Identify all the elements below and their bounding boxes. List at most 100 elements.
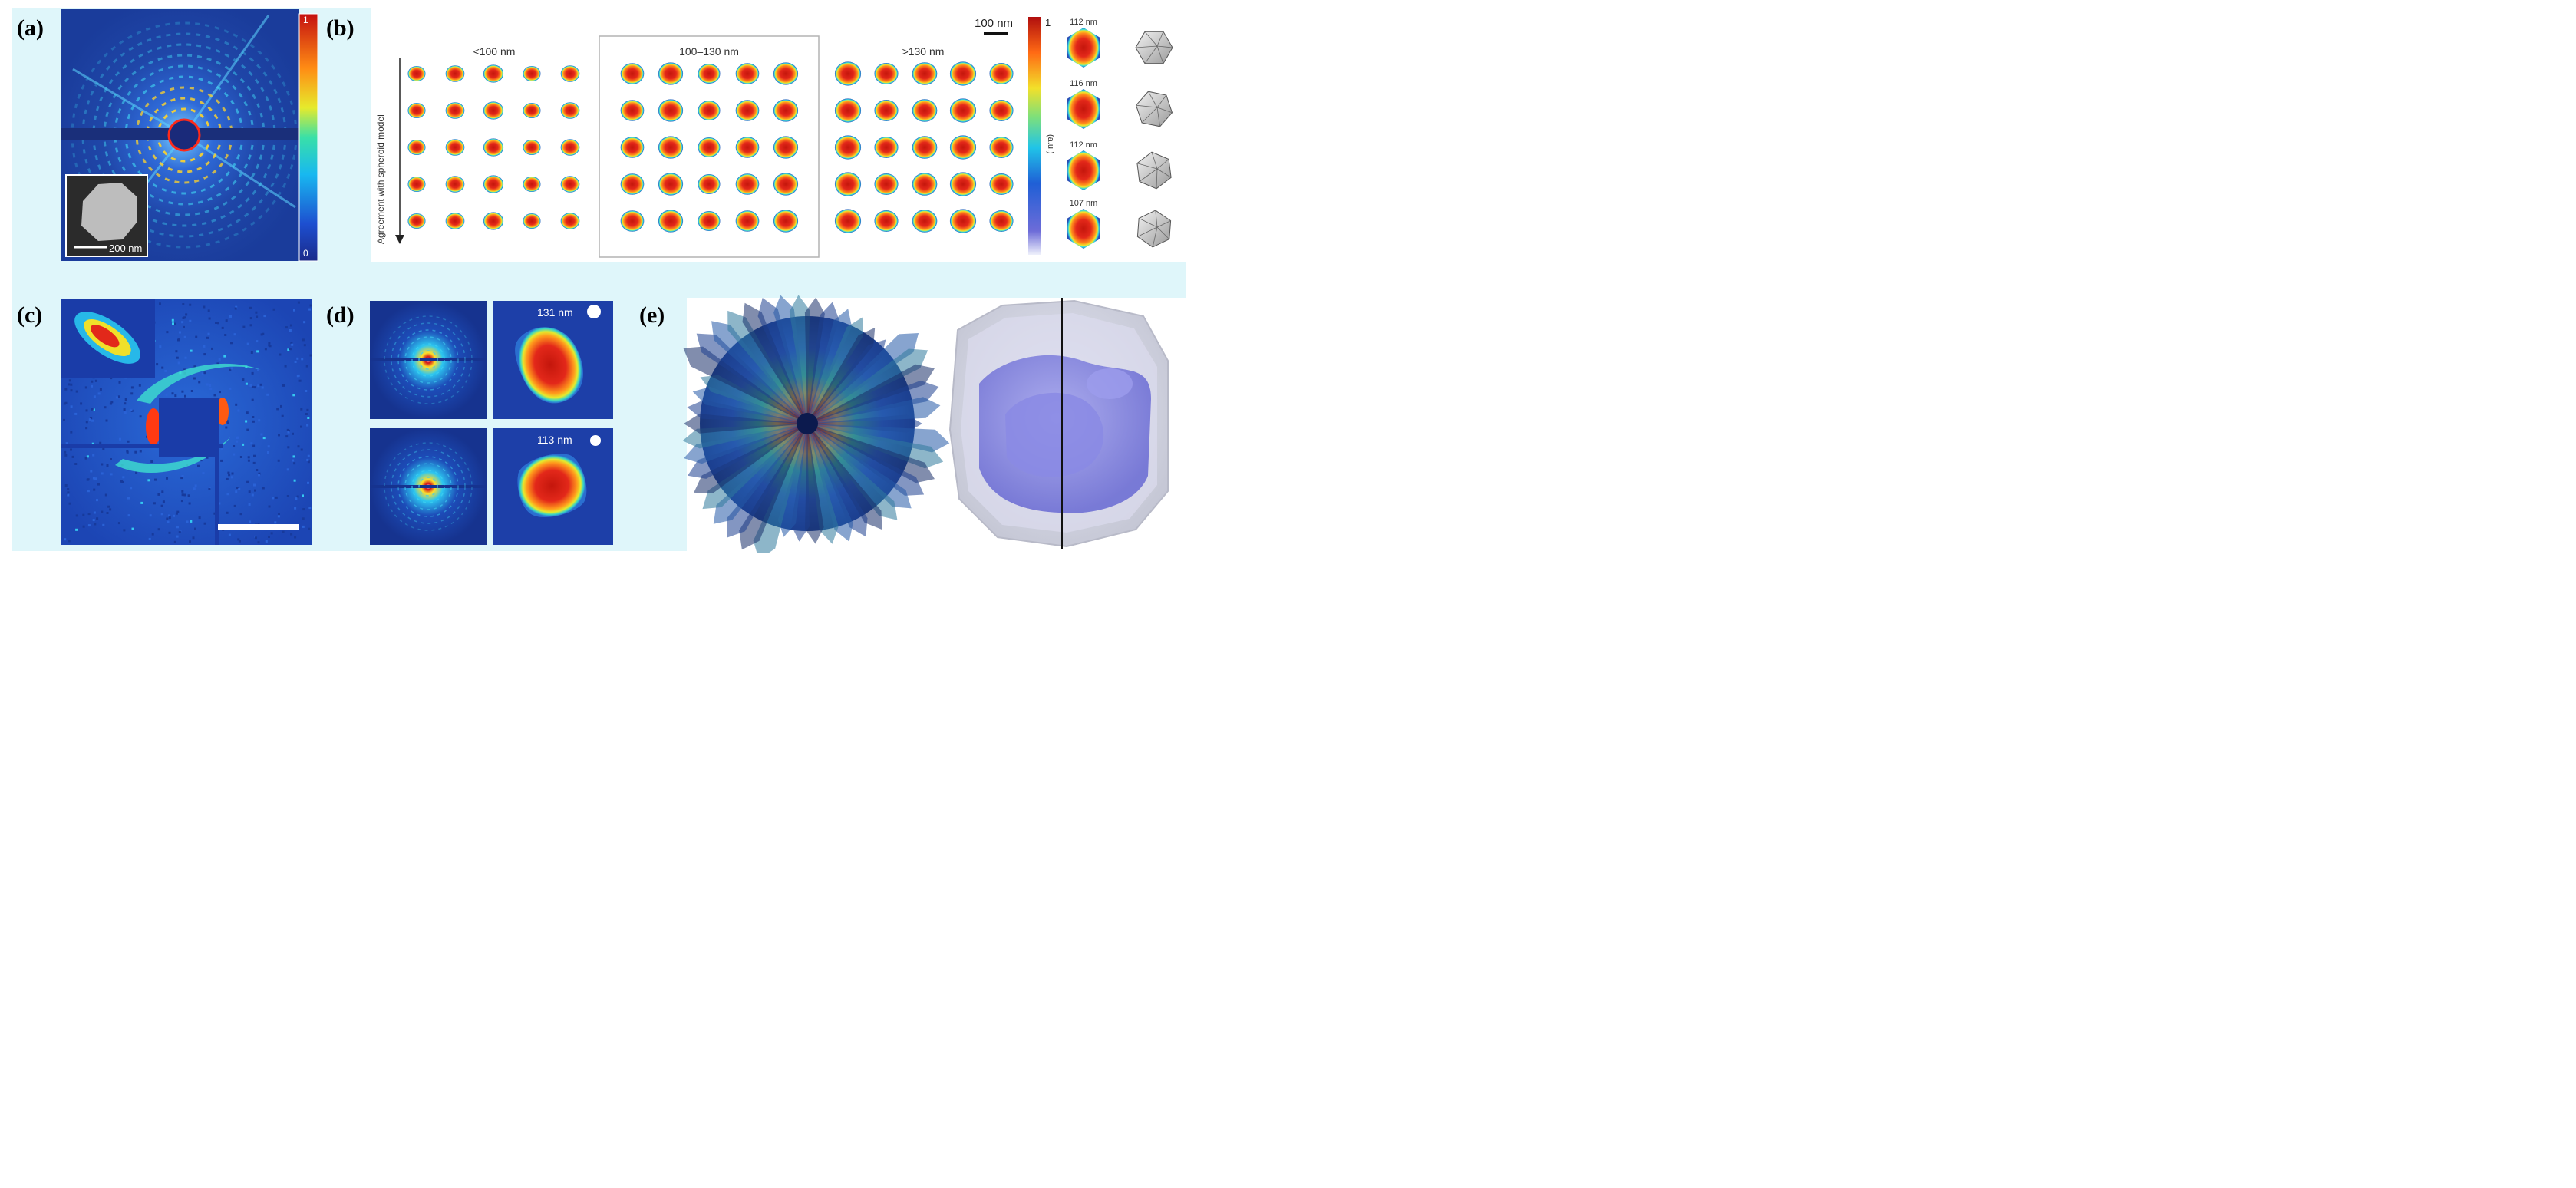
speckle-pixel [97, 483, 100, 486]
icosahedron-icon [1135, 31, 1173, 64]
speckle-pixel [237, 409, 240, 412]
speckle-pixel [246, 411, 249, 414]
speckle-pixel [154, 478, 157, 481]
speckle-pixel [228, 474, 231, 477]
speckle-pixel [167, 520, 170, 523]
speckle-pixel [257, 541, 260, 544]
inset-particle [81, 183, 137, 241]
particle-reconstruction [523, 213, 541, 229]
speckle-pixel [307, 481, 309, 484]
speckle-pixel [75, 390, 78, 393]
speckle-pixel [252, 444, 256, 447]
icosahedron-icon [1136, 151, 1172, 190]
speckle-pixel [85, 421, 88, 424]
particle-reconstruction [445, 65, 465, 82]
particle-reconstruction [560, 65, 580, 82]
speckle-pixel [263, 315, 266, 318]
speckle-pixel [307, 417, 310, 419]
speckle-pixel [220, 447, 223, 450]
fringe-hot-left [146, 408, 161, 445]
particle-reconstruction [874, 100, 899, 121]
group-label-100-130: 100–130 nm [679, 45, 739, 58]
speckle-pixel [203, 305, 206, 309]
particle-reconstruction [773, 210, 799, 233]
speckle-pixel [274, 521, 277, 524]
diffraction-slice [807, 424, 925, 496]
speckle-pixel [228, 533, 231, 536]
speckle-pixel [67, 488, 70, 490]
speckle-pixel [109, 402, 112, 405]
speckle-pixel [245, 420, 248, 423]
speckle-pixel [294, 361, 297, 363]
speckle-pixel [92, 408, 95, 411]
speckle-pixel [293, 462, 296, 465]
speckle-pixel [110, 473, 113, 476]
speckle-pixel [68, 383, 71, 386]
speckle-pixel [252, 461, 256, 464]
speckle-pixel [99, 441, 102, 444]
diffraction-slice [807, 424, 839, 544]
speckle-pixel [308, 527, 311, 530]
speckle-pixel [184, 356, 187, 359]
speckle-pixel [174, 394, 177, 398]
diffraction-slice [807, 317, 864, 424]
speckle-pixel [65, 442, 68, 445]
speckle-pixel [247, 459, 250, 462]
speckle-ring [397, 329, 459, 391]
diffraction-slice [807, 424, 898, 520]
speckle-pixel [202, 472, 205, 475]
speckle-pixel [247, 456, 250, 459]
speckle-pixel [206, 456, 209, 459]
speckle-pixel [264, 348, 267, 351]
diffraction-slice [739, 424, 807, 550]
speckle-pixel [178, 530, 181, 533]
speckle-pixel [190, 390, 193, 392]
speckle-pixel [291, 343, 294, 346]
particle-grid [407, 61, 1014, 233]
speckle-pixel [168, 516, 171, 520]
speckle-pixel [63, 418, 65, 421]
speckle-pixel [110, 401, 114, 404]
speckle-pixel [230, 476, 233, 479]
speckle-pixel [102, 523, 105, 526]
diffraction-slice [807, 424, 912, 509]
icosahedron-icon [1136, 210, 1172, 248]
speckle-pixel [250, 351, 253, 354]
speckle-pixel [305, 390, 308, 392]
particle-reconstruction [483, 175, 504, 193]
inset-scale-label: 200 nm [109, 243, 142, 254]
speckle-pixel [206, 383, 209, 386]
panel-label-c: (c) [17, 302, 42, 328]
particle-reconstruction [620, 100, 645, 121]
speckle-pixel [67, 491, 70, 494]
speckle-pixel [109, 508, 112, 511]
speckle-pixel [193, 377, 196, 380]
speckle-pixel [175, 512, 178, 515]
particle-reconstruction [989, 210, 1014, 232]
speckle-pixel [140, 501, 143, 504]
speckle-pixel [233, 453, 236, 456]
speckle-pixel [305, 365, 308, 368]
speckle-pixel [236, 437, 239, 439]
speckle-pixel [213, 394, 216, 397]
particle-reconstruction [874, 210, 899, 232]
diffraction-slice [713, 424, 807, 524]
speckle-pixel [188, 502, 191, 505]
speckle-ring [391, 449, 466, 524]
speckle-pixel [248, 503, 251, 506]
speckle-pixel [277, 459, 280, 462]
particle-reconstruction [735, 173, 760, 195]
speckle-pixel [106, 512, 109, 514]
speckle-pixel [70, 383, 73, 386]
speckle-pixel [189, 540, 191, 543]
speckle-pixel [195, 335, 198, 338]
speckle-pixel [303, 321, 306, 324]
speckle-pixel [118, 381, 121, 384]
particle-reconstruction [445, 176, 465, 193]
speckle-pixel [297, 301, 300, 304]
speckle-pixel [206, 336, 209, 339]
speckle-pixel [174, 322, 176, 325]
panel-label-d: (d) [326, 302, 355, 328]
speckle-pixel [171, 392, 174, 395]
speckle-pixel [181, 493, 184, 497]
